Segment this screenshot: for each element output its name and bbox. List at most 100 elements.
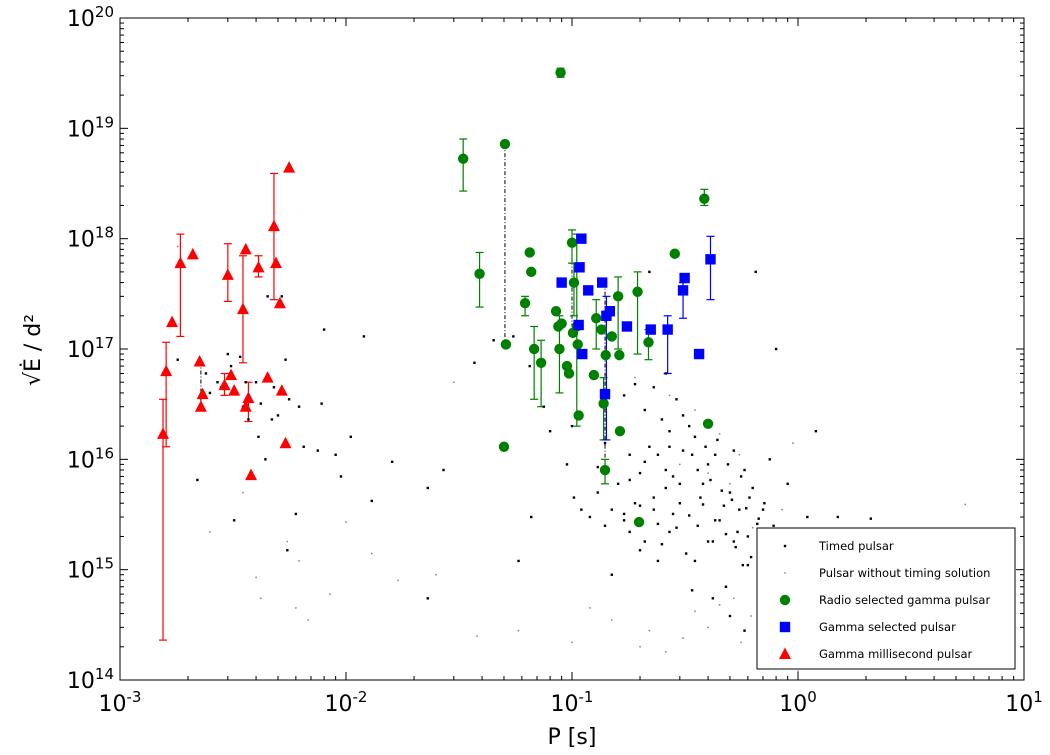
data-point: [610, 508, 613, 511]
data-point: [656, 559, 660, 563]
data-point: [275, 384, 288, 396]
legend-entry: Radio selected gamma pulsar: [779, 593, 990, 607]
x-axis-label: P [s]: [548, 725, 597, 750]
data-point: [283, 161, 296, 173]
data-point: [272, 386, 276, 389]
data-point: [261, 371, 274, 383]
data-point: [577, 348, 588, 360]
data-point: [298, 560, 300, 562]
data-point: [645, 324, 656, 335]
data-point: [264, 458, 267, 461]
data-point: [286, 549, 289, 552]
data-point: [751, 526, 754, 529]
series-2: [457, 67, 714, 528]
data-point: [634, 376, 636, 379]
data-point: [599, 388, 611, 400]
data-point: [628, 453, 631, 456]
data-point: [638, 504, 642, 507]
data-point: [316, 449, 319, 452]
data-point: [583, 285, 594, 296]
data-point: [693, 559, 697, 563]
data-point: [756, 522, 759, 526]
data-point: [746, 535, 750, 538]
data-point: [664, 650, 667, 653]
y-tick-label: 1017: [67, 334, 114, 363]
data-point: [699, 193, 710, 204]
data-point: [716, 438, 719, 442]
y-tick-label: 1016: [67, 444, 114, 473]
series-0: [176, 270, 873, 632]
legend-label: Pulsar without timing solution: [819, 566, 990, 580]
data-point: [270, 418, 274, 421]
data-point: [660, 418, 664, 421]
data-point: [664, 468, 667, 472]
data-point: [193, 355, 206, 367]
data-point: [610, 573, 613, 576]
data-point: [724, 585, 728, 588]
data-point: [492, 339, 495, 342]
data-point: [588, 369, 600, 381]
data-point: [457, 153, 469, 164]
data-point: [555, 67, 566, 78]
data-point: [286, 540, 289, 543]
data-point: [662, 324, 673, 335]
data-point: [664, 486, 667, 490]
data-point: [614, 349, 625, 361]
data-point: [639, 645, 641, 648]
data-point: [628, 478, 631, 482]
data-point: [701, 503, 705, 506]
data-point: [345, 521, 347, 523]
data-point: [604, 306, 616, 317]
data-point: [656, 522, 660, 526]
legend-label: Radio selected gamma pulsar: [819, 593, 990, 607]
error-bar: [162, 341, 171, 448]
error-bar: [475, 251, 484, 308]
data-point: [711, 597, 715, 600]
data-point: [297, 405, 301, 408]
error-bar: [459, 138, 468, 192]
data-point: [426, 597, 429, 600]
data-point: [693, 435, 697, 439]
data-point: [612, 291, 624, 302]
legend-label: Gamma millisecond pulsar: [819, 647, 973, 661]
data-point: [563, 368, 575, 379]
data-point: [610, 619, 613, 621]
data-point: [648, 445, 651, 448]
data-point: [473, 361, 476, 364]
data-point: [772, 524, 775, 527]
data-point: [656, 453, 660, 456]
data-point: [652, 496, 655, 499]
data-point: [370, 552, 373, 555]
data-point: [599, 464, 611, 476]
data-point: [397, 579, 399, 582]
data-point: [643, 408, 647, 412]
error-bar: [269, 172, 278, 301]
data-point: [774, 347, 778, 351]
data-point: [678, 463, 681, 466]
data-point: [232, 519, 236, 522]
data-point: [786, 482, 789, 486]
data-point: [726, 463, 730, 466]
data-point: [238, 355, 242, 358]
data-point: [690, 589, 694, 592]
data-point: [452, 381, 455, 384]
data-point: [320, 402, 323, 405]
data-point: [614, 425, 626, 437]
data-point: [157, 427, 170, 439]
data-point: [718, 519, 721, 522]
data-point: [633, 502, 637, 505]
data-point: [722, 504, 726, 507]
data-point: [196, 478, 199, 482]
data-point: [687, 514, 691, 517]
data-point: [718, 433, 721, 435]
data-point: [736, 530, 739, 534]
data-point: [643, 460, 647, 463]
data-point: [596, 491, 599, 494]
data-point: [426, 486, 429, 490]
data-point: [797, 670, 799, 673]
x-tick-label: 101: [1005, 688, 1043, 717]
data-point: [573, 410, 584, 421]
error-bar: [530, 325, 539, 400]
data-point: [550, 306, 562, 317]
data-point: [754, 270, 757, 274]
